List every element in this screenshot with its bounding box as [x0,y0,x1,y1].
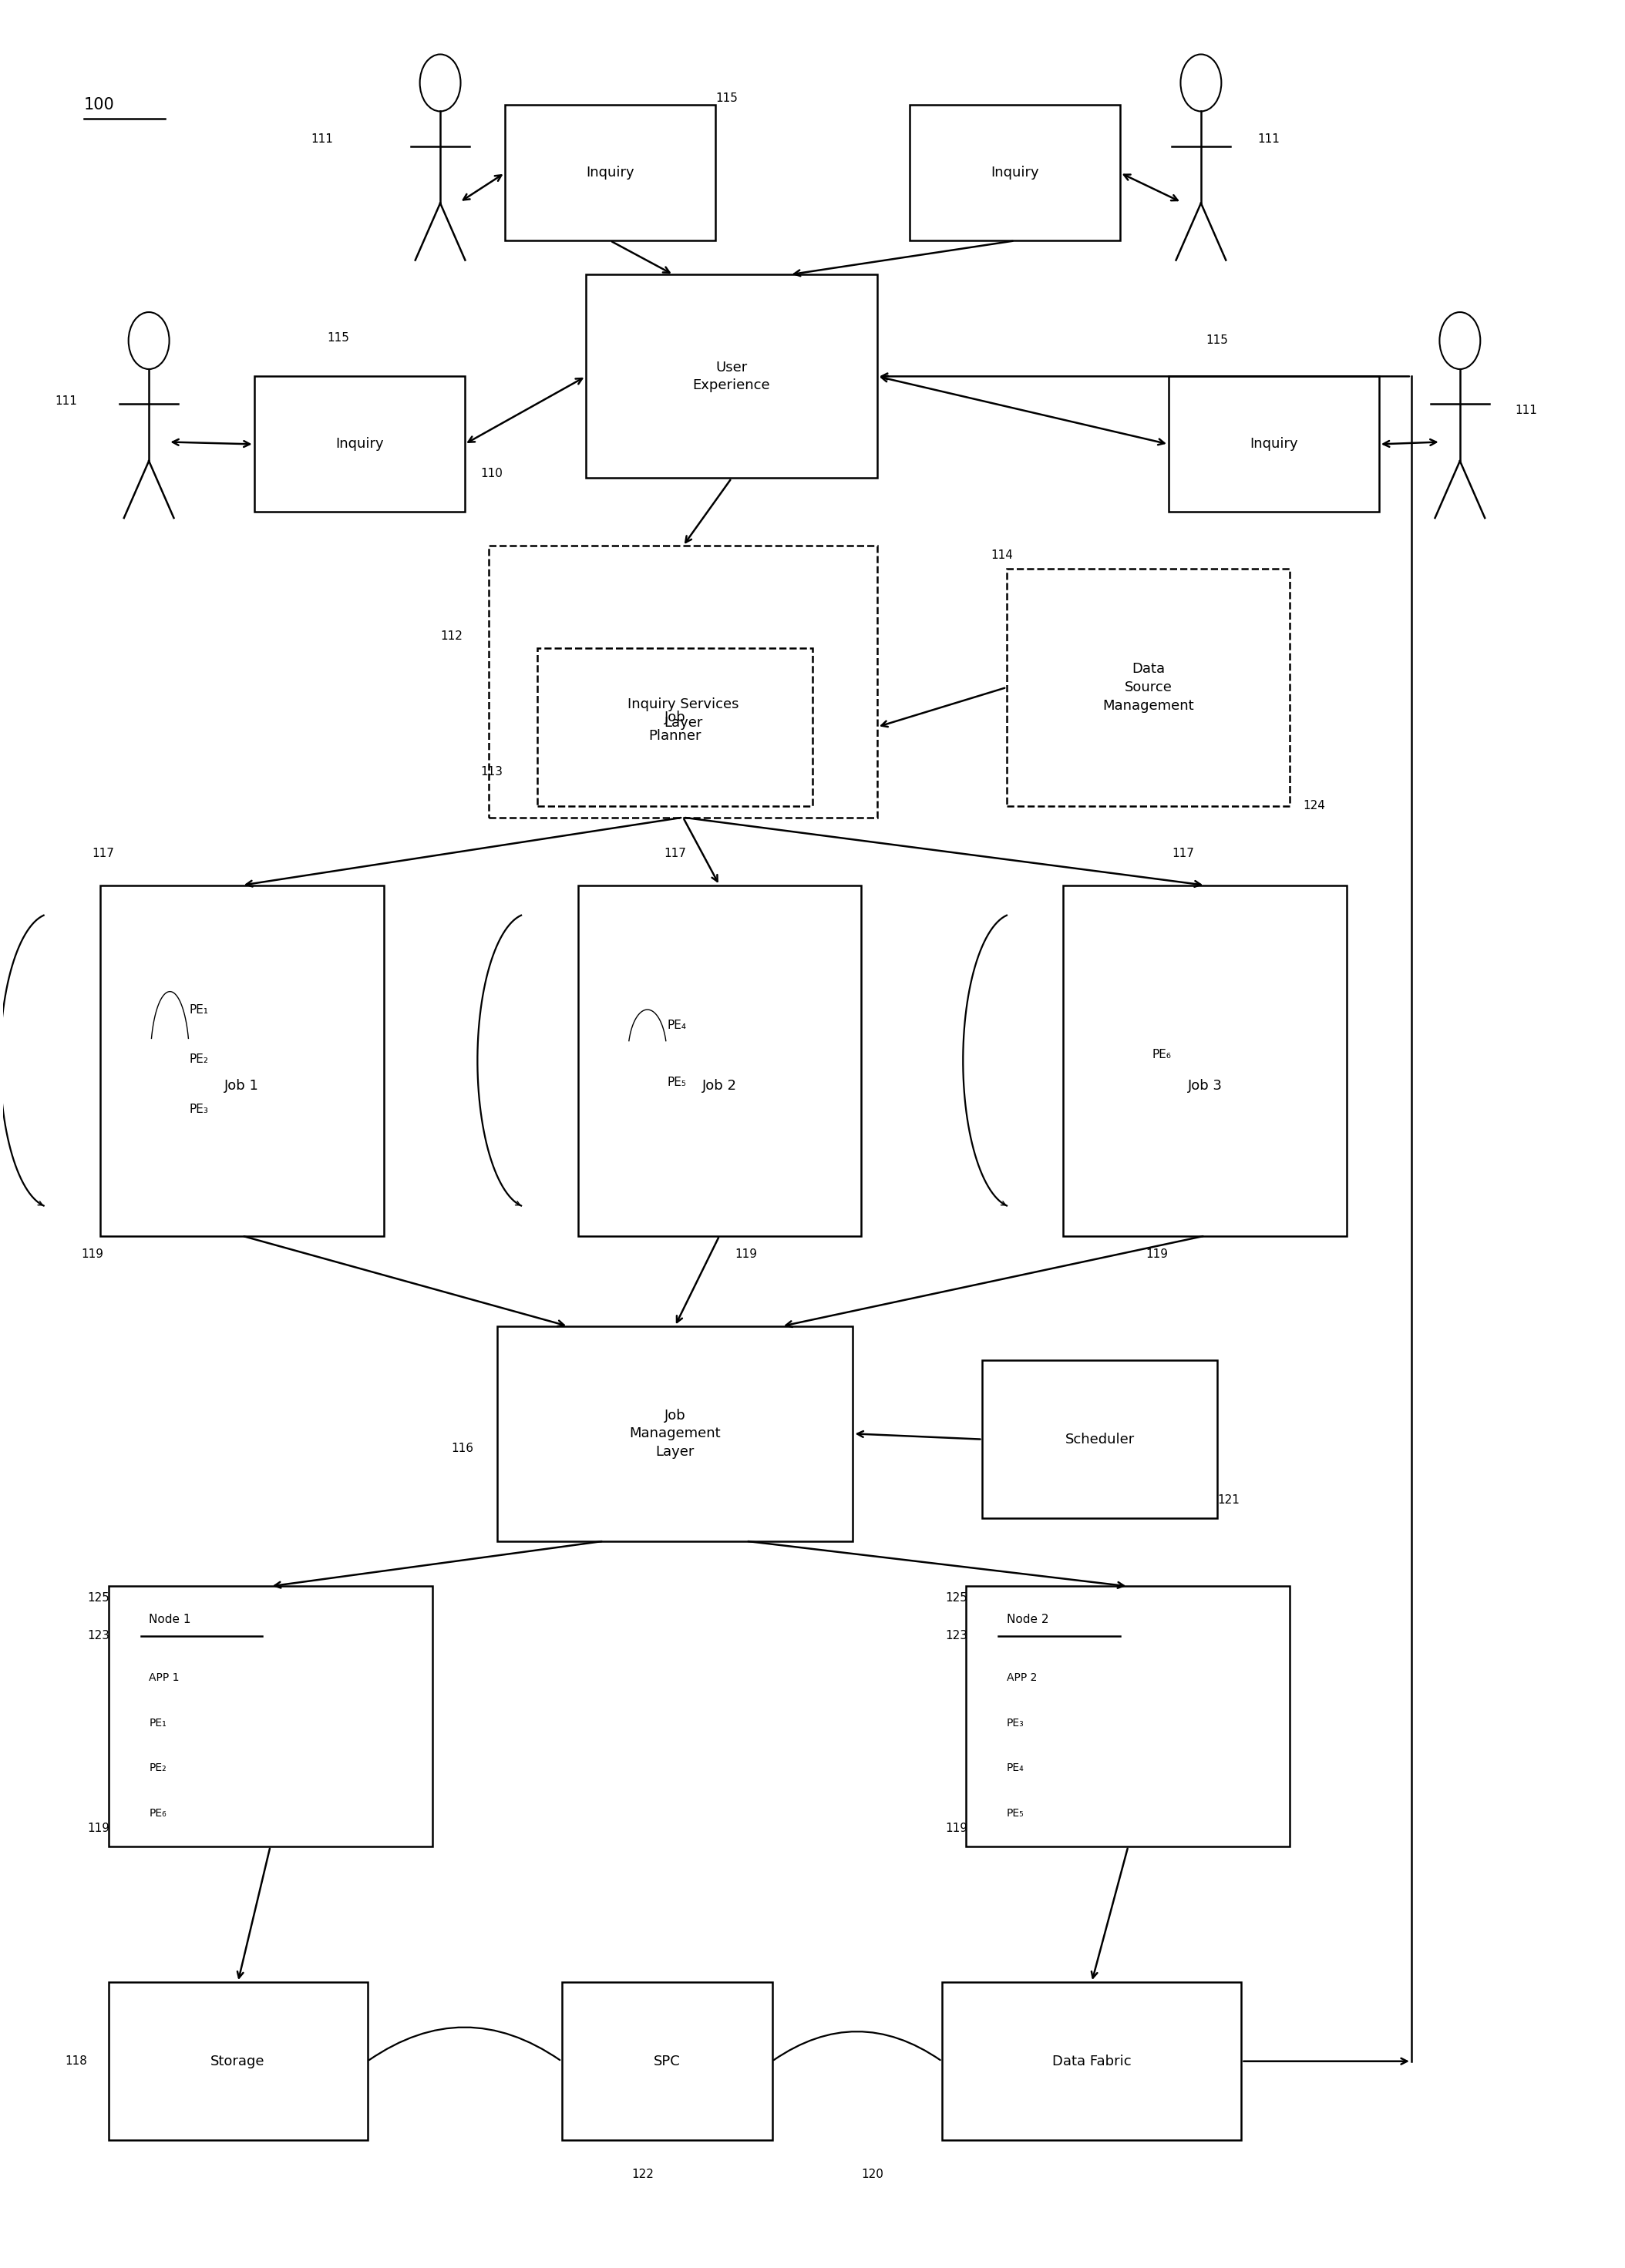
FancyBboxPatch shape [967,1585,1290,1846]
Text: 119: 119 [88,1823,110,1835]
Text: SPC: SPC [653,2055,681,2068]
Text: PE₂: PE₂ [190,1055,208,1066]
Text: Inquiry: Inquiry [587,166,634,179]
Text: Job 2: Job 2 [702,1080,736,1093]
Text: 123: 123 [88,1631,110,1642]
Text: 122: 122 [630,2168,653,2180]
Text: 113: 113 [481,767,504,778]
Text: PE₁: PE₁ [150,1717,166,1728]
Text: PE₃: PE₃ [1008,1717,1024,1728]
Text: 112: 112 [440,631,463,642]
Text: Node 2: Node 2 [1008,1613,1048,1624]
Text: PE₃: PE₃ [190,1102,208,1116]
Text: 111: 111 [310,134,333,145]
Text: APP 2: APP 2 [1008,1672,1037,1683]
FancyBboxPatch shape [497,1327,853,1540]
Text: Inquiry Services
Layer: Inquiry Services Layer [627,699,739,730]
Text: 114: 114 [991,549,1012,560]
Text: 111: 111 [1515,404,1537,415]
Text: 119: 119 [1146,1247,1168,1259]
FancyBboxPatch shape [910,104,1120,240]
Text: PE₂: PE₂ [150,1762,166,1774]
Text: Inquiry: Inquiry [991,166,1038,179]
Text: 115: 115 [715,93,738,104]
FancyBboxPatch shape [254,376,465,513]
FancyBboxPatch shape [489,547,878,816]
FancyBboxPatch shape [1008,569,1290,805]
Text: Job 3: Job 3 [1188,1080,1222,1093]
FancyBboxPatch shape [1063,885,1347,1236]
FancyBboxPatch shape [578,885,861,1236]
Text: 111: 111 [55,395,78,406]
Text: 119: 119 [946,1823,967,1835]
Text: PE₁: PE₁ [190,1005,208,1016]
FancyBboxPatch shape [505,104,715,240]
Text: PE₅: PE₅ [1008,1808,1024,1819]
Text: 110: 110 [481,467,504,479]
Text: Inquiry: Inquiry [335,438,384,451]
Text: Storage: Storage [211,2055,265,2068]
Text: Data
Source
Management: Data Source Management [1103,662,1194,712]
Text: 115: 115 [327,331,349,345]
Text: 125: 125 [946,1592,967,1603]
Text: Job
Planner: Job Planner [648,710,702,744]
Text: User
Experience: User Experience [692,361,770,392]
FancyBboxPatch shape [983,1361,1217,1520]
Text: Node 1: Node 1 [150,1613,190,1624]
Text: 116: 116 [452,1442,474,1454]
FancyBboxPatch shape [1168,376,1380,513]
FancyBboxPatch shape [562,1982,772,2141]
Text: 115: 115 [1206,333,1228,347]
Text: Scheduler: Scheduler [1064,1433,1134,1447]
Text: 121: 121 [1217,1495,1240,1506]
Text: 117: 117 [663,848,686,860]
Text: APP 1: APP 1 [150,1672,179,1683]
Text: 117: 117 [93,848,114,860]
FancyBboxPatch shape [587,274,878,479]
Text: 117: 117 [1172,848,1194,860]
FancyBboxPatch shape [109,1982,367,2141]
Text: 100: 100 [84,98,115,113]
Text: Job
Management
Layer: Job Management Layer [629,1408,720,1458]
Text: PE₆: PE₆ [150,1808,166,1819]
Text: 124: 124 [1303,801,1326,812]
Text: PE₅: PE₅ [666,1077,686,1089]
Text: Inquiry: Inquiry [1250,438,1298,451]
FancyBboxPatch shape [101,885,383,1236]
Text: PE₄: PE₄ [1008,1762,1024,1774]
Text: PE₄: PE₄ [666,1021,686,1032]
Text: 123: 123 [946,1631,967,1642]
Text: Job 1: Job 1 [224,1080,260,1093]
Text: 118: 118 [65,2055,88,2066]
FancyBboxPatch shape [942,1982,1242,2141]
Text: 120: 120 [861,2168,884,2180]
Text: 119: 119 [734,1247,757,1259]
FancyBboxPatch shape [109,1585,432,1846]
Text: Data Fabric: Data Fabric [1051,2055,1131,2068]
Text: 119: 119 [81,1247,104,1259]
Text: PE₆: PE₆ [1152,1050,1172,1061]
FancyBboxPatch shape [538,649,812,805]
Text: 111: 111 [1258,134,1280,145]
Text: 125: 125 [88,1592,109,1603]
